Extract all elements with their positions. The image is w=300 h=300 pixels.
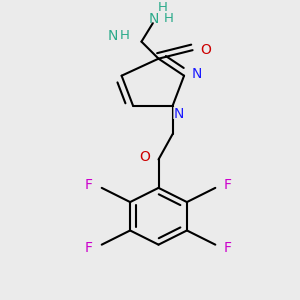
Text: N: N	[107, 28, 119, 44]
Text: F: F	[84, 178, 94, 193]
Text: F: F	[85, 241, 93, 254]
Text: F: F	[84, 240, 94, 255]
Text: O: O	[199, 43, 212, 58]
Text: N: N	[108, 29, 118, 43]
Text: H: H	[164, 12, 173, 26]
Text: N: N	[190, 67, 203, 82]
Text: N: N	[148, 11, 161, 26]
Text: F: F	[223, 178, 233, 193]
Text: H: H	[119, 29, 129, 43]
Text: H: H	[157, 0, 169, 15]
Text: O: O	[138, 149, 151, 164]
Text: N: N	[149, 12, 159, 26]
Text: F: F	[223, 240, 233, 255]
Text: N: N	[173, 107, 184, 121]
Text: F: F	[224, 178, 232, 192]
Text: F: F	[224, 241, 232, 254]
Text: O: O	[139, 150, 150, 164]
Text: N: N	[172, 106, 185, 122]
Text: H: H	[118, 28, 130, 44]
Text: H: H	[158, 1, 168, 14]
Text: O: O	[200, 43, 211, 57]
Text: H: H	[162, 11, 175, 26]
Text: N: N	[192, 67, 202, 81]
Text: F: F	[85, 178, 93, 192]
